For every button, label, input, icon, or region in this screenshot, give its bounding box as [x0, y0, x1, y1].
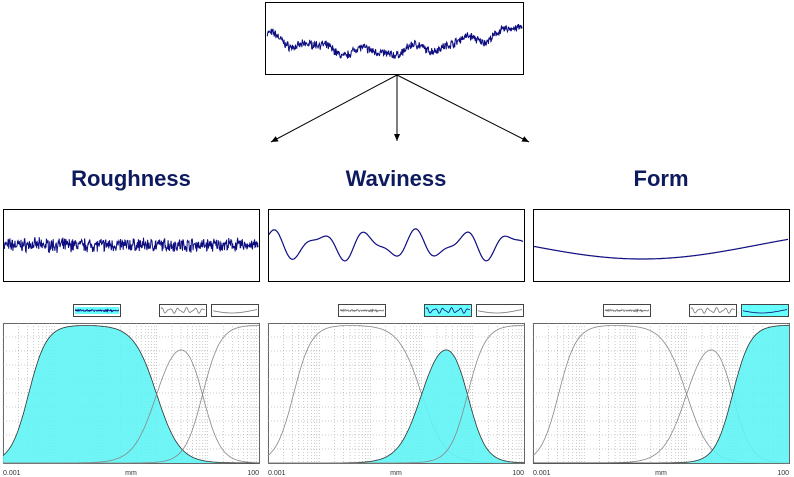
filter-icon [211, 304, 259, 317]
axis-max: 100 [777, 470, 789, 477]
pass-band [3, 325, 259, 463]
axis-max: 100 [512, 470, 524, 477]
filter-icon-wave [477, 309, 522, 314]
filter-icon [741, 304, 789, 317]
filter-icon-wave [690, 307, 736, 314]
source-profile [266, 23, 523, 59]
filter-icon-wave [160, 307, 206, 314]
filter-icon [424, 304, 472, 317]
axis-max: 100 [247, 470, 259, 477]
source-profile-box [265, 2, 524, 75]
filter-icon-wave [339, 308, 384, 314]
panel-title: Waviness [346, 166, 447, 191]
profile-box [268, 209, 525, 282]
profile-box [533, 209, 790, 282]
filter-icon-wave [604, 308, 649, 314]
arrows [270, 74, 530, 143]
panel-title: Roughness [71, 166, 191, 191]
axis-min: 0.001 [268, 470, 286, 477]
filter-curve [533, 324, 789, 464]
filtered-profile [268, 228, 524, 262]
panel-title: Form [634, 166, 689, 191]
pass-band [268, 349, 524, 463]
filter-icon-wave [212, 309, 257, 314]
filtered-profile [533, 238, 788, 260]
axis-min: 0.001 [533, 470, 551, 477]
filter-icon [338, 304, 386, 317]
axis-unit: mm [125, 470, 137, 477]
filter-icon-wave [74, 308, 119, 314]
filter-icon-wave [742, 309, 787, 314]
filter-icon-wave [425, 307, 471, 314]
filter-icon [476, 304, 524, 317]
filter-icon [603, 304, 651, 317]
filtered-profile [3, 237, 259, 254]
axis-unit: mm [655, 470, 667, 477]
filter-icon [159, 304, 207, 317]
filter-curve [268, 324, 524, 464]
filter-curve [2, 325, 259, 464]
axis-min: 0.001 [3, 470, 21, 477]
filter-curve [3, 324, 259, 464]
filter-icon-fill [75, 307, 119, 314]
pass-band [533, 325, 789, 463]
filter-chart [268, 323, 525, 464]
filter-icon [689, 304, 737, 317]
axis-unit: mm [390, 470, 402, 477]
